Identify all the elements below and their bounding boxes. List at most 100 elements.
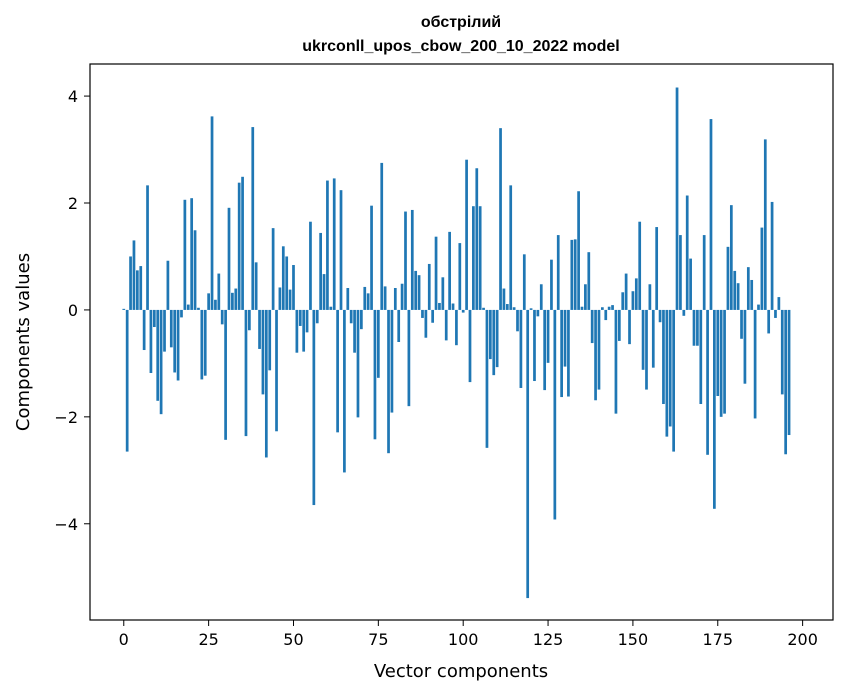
bar-component-182	[740, 309, 743, 339]
bar-component-164	[679, 235, 682, 310]
x-tick-label: 175	[702, 630, 733, 649]
bar-component-163	[675, 87, 679, 310]
bar-component-100	[461, 309, 465, 313]
bar-component-191	[770, 201, 774, 310]
bar-component-45	[275, 309, 278, 432]
bar-component-145	[614, 309, 618, 414]
bar-component-63	[336, 309, 339, 433]
bar-component-38	[251, 127, 255, 310]
bar-component-167	[689, 258, 692, 310]
bar-component-25	[207, 293, 210, 310]
bar-component-148	[624, 273, 628, 310]
y-tick-label: 4	[68, 87, 78, 106]
bar-component-152	[638, 221, 642, 310]
bar-component-138	[590, 309, 594, 344]
bar-component-78	[387, 309, 390, 454]
bar-component-174	[713, 309, 716, 509]
x-tick-label: 150	[618, 630, 649, 649]
bar-component-72	[366, 293, 370, 310]
bar-component-162	[672, 309, 675, 452]
bar-component-50	[292, 265, 295, 310]
y-tick-label: 0	[68, 301, 78, 320]
bar-component-49	[288, 289, 292, 310]
bar-component-10	[156, 309, 160, 401]
bar-component-125	[546, 309, 550, 363]
bar-component-118	[522, 254, 526, 310]
bar-component-52	[298, 309, 302, 326]
bar-component-77	[383, 286, 387, 310]
bar-component-112	[502, 288, 506, 310]
bar-component-90	[427, 263, 431, 310]
bar-component-46	[278, 287, 282, 310]
bar-component-127	[553, 309, 557, 520]
bar-component-70	[360, 309, 363, 330]
bar-component-185	[750, 279, 754, 310]
bar-component-151	[634, 278, 638, 310]
bar-component-153	[641, 309, 645, 370]
bar-component-180	[733, 270, 737, 310]
bar-component-84	[407, 309, 411, 407]
bar-component-135	[580, 306, 584, 310]
bar-component-132	[570, 239, 574, 310]
y-tick-label: 2	[68, 194, 78, 213]
bar-component-41	[261, 309, 265, 395]
bar-component-177	[723, 309, 726, 414]
bar-component-134	[577, 191, 580, 310]
bar-component-98	[455, 309, 458, 346]
bar-component-102	[468, 309, 472, 383]
bar-component-158	[658, 309, 662, 323]
bar-component-53	[302, 309, 306, 352]
bar-component-171	[702, 235, 706, 310]
bar-component-142	[604, 309, 608, 321]
bar-component-123	[539, 284, 543, 310]
bar-component-124	[543, 309, 547, 391]
bar-component-141	[601, 307, 604, 310]
bar-component-130	[563, 309, 567, 367]
bar-component-184	[746, 267, 750, 310]
bar-component-92	[434, 236, 438, 310]
y-axis-label: Components values	[13, 253, 34, 431]
bar-component-75	[376, 309, 380, 378]
y-tick-label: −4	[54, 515, 78, 534]
bar-component-96	[448, 231, 451, 310]
bar-component-122	[536, 309, 540, 317]
bar-component-187	[757, 304, 760, 310]
bar-component-165	[682, 309, 686, 316]
bar-component-196	[787, 309, 791, 436]
bar-component-68	[353, 309, 356, 353]
bar-component-59	[322, 274, 326, 310]
bar-component-161	[668, 309, 672, 427]
bar-component-93	[438, 302, 441, 310]
bar-component-194	[780, 309, 784, 395]
bar-component-43	[268, 309, 272, 371]
bar-component-188	[760, 227, 764, 310]
x-tick-label: 0	[119, 630, 129, 649]
bar-component-81	[397, 309, 401, 342]
bar-component-69	[356, 309, 360, 418]
bar-component-60	[326, 180, 329, 310]
bar-component-62	[332, 178, 336, 310]
bar-component-140	[597, 309, 601, 390]
bar-series	[122, 87, 791, 599]
bar-component-23	[200, 309, 204, 380]
bar-component-195	[784, 309, 788, 455]
bar-component-27	[214, 299, 217, 310]
bar-component-28	[217, 273, 221, 310]
bar-component-178	[726, 246, 730, 310]
x-tick-label: 50	[283, 630, 303, 649]
bar-component-149	[628, 309, 631, 345]
y-axis-ticks: −4 −2 0 2 4	[54, 87, 90, 534]
bar-component-15	[173, 309, 177, 373]
bar-component-86	[414, 270, 418, 310]
bar-component-106	[482, 307, 485, 310]
bar-component-55	[309, 221, 312, 310]
bar-component-87	[417, 275, 421, 310]
bar-component-31	[227, 207, 231, 310]
bar-component-8	[149, 309, 153, 373]
bar-component-114	[509, 185, 513, 310]
bar-component-79	[390, 309, 394, 413]
bar-component-172	[706, 309, 709, 455]
bar-component-7	[146, 185, 149, 310]
bar-component-5	[139, 266, 143, 310]
